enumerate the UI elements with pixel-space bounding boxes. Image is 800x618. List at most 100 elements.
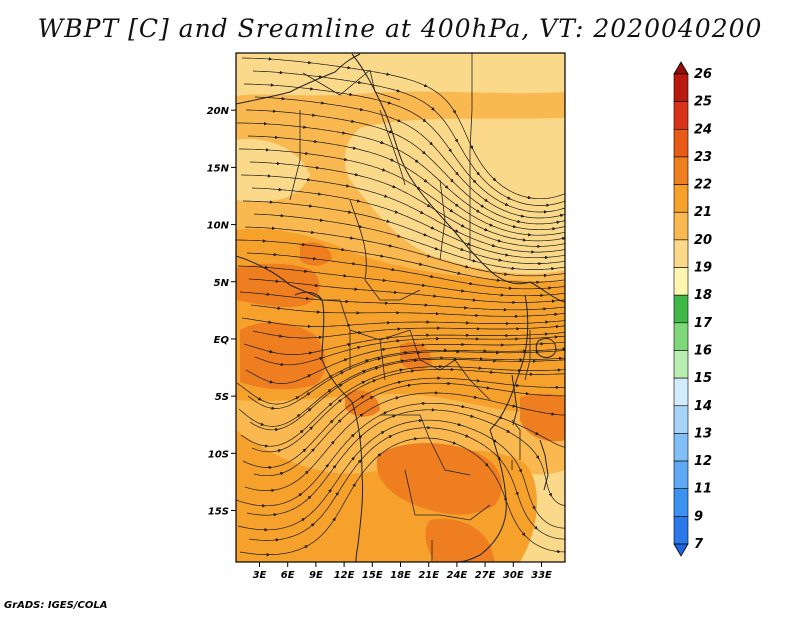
streamline-arrow: [396, 89, 401, 93]
streamline-arrow: [302, 448, 307, 453]
streamline-arrow: [452, 109, 456, 114]
streamline-arrow: [534, 525, 538, 530]
streamline-arrow: [269, 349, 274, 354]
streamline-arrow: [372, 379, 377, 383]
streamline-arrow: [319, 356, 323, 361]
colorbar-segment: [673, 350, 689, 379]
streamline-arrow: [516, 219, 521, 224]
colorbar-label: 14: [694, 399, 712, 414]
streamline-arrow: [388, 435, 393, 439]
x-axis: 3E 6E 9E 12E 15E 18E 21E 24E 27E 30E 33E: [253, 562, 552, 581]
streamline-arrow: [374, 366, 379, 371]
streamline-arrow: [492, 177, 497, 182]
y-tick-label: EQ: [214, 335, 230, 346]
gulf-line: [294, 291, 323, 301]
streamline-arrow: [535, 431, 540, 435]
wbpt-map: [236, 53, 565, 562]
x-tick-label: 24E: [447, 570, 468, 581]
streamline-arrow: [449, 208, 454, 213]
streamline: [241, 317, 565, 327]
streamline: [253, 213, 565, 270]
colorbar-label: 24: [694, 122, 712, 137]
streamline-arrow: [295, 396, 300, 400]
streamline-arrow: [512, 224, 517, 229]
streamline-arrow: [548, 492, 552, 497]
x-tick-label: 21E: [418, 570, 439, 581]
streamline-arrow: [304, 470, 309, 475]
streamline-arrow: [423, 178, 428, 183]
colorbar-segment: [673, 128, 689, 158]
streamline: [254, 96, 565, 219]
streamline-arrow: [460, 247, 465, 251]
streamline: [245, 341, 565, 384]
streamline: [241, 174, 565, 253]
streamline: [243, 332, 565, 355]
streamline-arrow: [397, 234, 401, 238]
streamline-arrow: [476, 171, 480, 176]
colorbar-label: 17: [694, 316, 713, 331]
streamline: [249, 358, 565, 431]
streamline-arrow: [298, 493, 303, 497]
streamline-arrow: [352, 483, 356, 488]
colorbar-label: 16: [694, 343, 712, 358]
streamline-arrow: [454, 138, 458, 143]
streamline-arrow: [457, 271, 462, 275]
streamline-arrow: [354, 172, 359, 177]
streamline-arrow: [330, 440, 335, 445]
streamline: [239, 148, 565, 242]
wbpt-band-22-23: [520, 393, 565, 442]
y-tick-label: 10N: [207, 221, 230, 232]
x-tick-label: 12E: [334, 570, 355, 581]
colorbar-segment: [673, 516, 689, 545]
streamline-arrow: [472, 179, 477, 184]
streamline-arrow: [377, 357, 382, 361]
streamline-arrow: [328, 488, 332, 493]
streamline-arrow: [392, 184, 397, 189]
streamline: [248, 427, 565, 541]
streamline-arrow: [455, 171, 459, 176]
colorbar-segment: [673, 433, 689, 462]
colorbar-label: 13: [694, 426, 712, 441]
colorbar: 7 9 11 12 13 14 15 16 17 18 19 20 21 22 23 24 25 26: [673, 61, 713, 557]
streamline-arrow: [380, 140, 385, 145]
streamline-arrow: [472, 259, 477, 263]
streamline-arrow: [335, 491, 339, 496]
streamline-arrow: [423, 233, 428, 237]
streamline-arrow: [307, 408, 312, 412]
streamline-arrow: [461, 404, 466, 409]
wbpt-band-22-23: [376, 443, 502, 515]
streamline-arrow: [422, 150, 426, 155]
y-tick-label: 10S: [208, 449, 229, 460]
streamline-arrow: [422, 118, 427, 123]
streamline-arrow: [311, 448, 315, 452]
streamline-arrow: [360, 395, 365, 399]
streamline: [239, 437, 565, 556]
colorbar-label: 12: [694, 454, 712, 469]
colorbar-label: 26: [694, 67, 712, 82]
x-tick-label: 27E: [475, 570, 496, 581]
streamline-arrow: [309, 426, 314, 430]
streamline-arrow: [507, 196, 512, 200]
streamline-arrow: [535, 455, 540, 460]
streamline-arrow: [430, 226, 435, 230]
wbpt-band-22-23: [240, 322, 326, 390]
streamline-arrow: [279, 471, 284, 476]
streamline-arrow: [454, 203, 459, 207]
streamline-arrow: [454, 229, 459, 233]
streamline-arrow: [296, 414, 301, 418]
streamline-arrow: [383, 194, 388, 198]
colorbar-label: 9: [694, 509, 703, 524]
streamline-arrow: [489, 223, 494, 227]
streamline-arrow: [450, 178, 454, 183]
streamline-arrow: [434, 246, 439, 251]
streamline-arrow: [338, 399, 342, 403]
streamline-arrow: [361, 381, 366, 385]
streamline-arrow: [381, 168, 386, 172]
streamline-arrow: [466, 242, 471, 246]
streamline-arrow: [260, 422, 265, 426]
colorbar-segment: [673, 377, 689, 407]
streamline-arrow: [307, 374, 312, 378]
streamline-arrow: [387, 101, 392, 105]
streamline: [243, 200, 565, 265]
